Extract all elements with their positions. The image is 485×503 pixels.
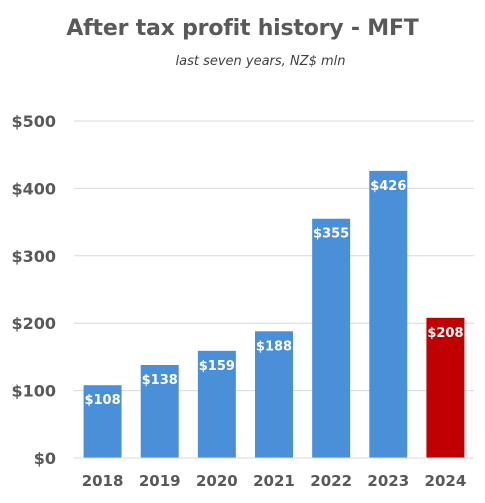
- y-tick-label: $100: [11, 382, 56, 401]
- x-tick-label: 2022: [310, 472, 352, 490]
- y-tick-label: $0: [34, 449, 56, 468]
- x-tick-label: 2018: [82, 472, 124, 490]
- chart-title: After tax profit history - MFT: [66, 16, 419, 41]
- y-tick-label: $300: [11, 247, 56, 266]
- data-label: $208: [427, 326, 463, 341]
- y-tick-label: $200: [11, 314, 56, 333]
- x-tick-label: 2024: [425, 472, 467, 490]
- bar: [140, 364, 179, 458]
- x-tick-label: 2020: [196, 472, 238, 490]
- x-tick-label: 2021: [253, 472, 295, 490]
- data-label: $188: [256, 339, 292, 354]
- chart-subtitle: last seven years, NZ$ mln: [175, 54, 346, 69]
- bar: [369, 170, 408, 458]
- x-tick-label: 2023: [367, 472, 409, 490]
- bar: [197, 350, 236, 458]
- bar: [83, 385, 122, 458]
- y-tick-label: $500: [11, 112, 56, 131]
- data-label: $108: [84, 393, 120, 408]
- bar: [426, 317, 465, 458]
- data-label: $159: [199, 359, 235, 374]
- y-tick-label: $400: [11, 179, 56, 198]
- data-label: $138: [142, 373, 178, 388]
- bar: [255, 331, 293, 458]
- x-tick-label: 2019: [139, 472, 181, 490]
- data-label: $426: [370, 179, 406, 194]
- bar: [312, 218, 351, 458]
- data-label: $355: [313, 227, 349, 242]
